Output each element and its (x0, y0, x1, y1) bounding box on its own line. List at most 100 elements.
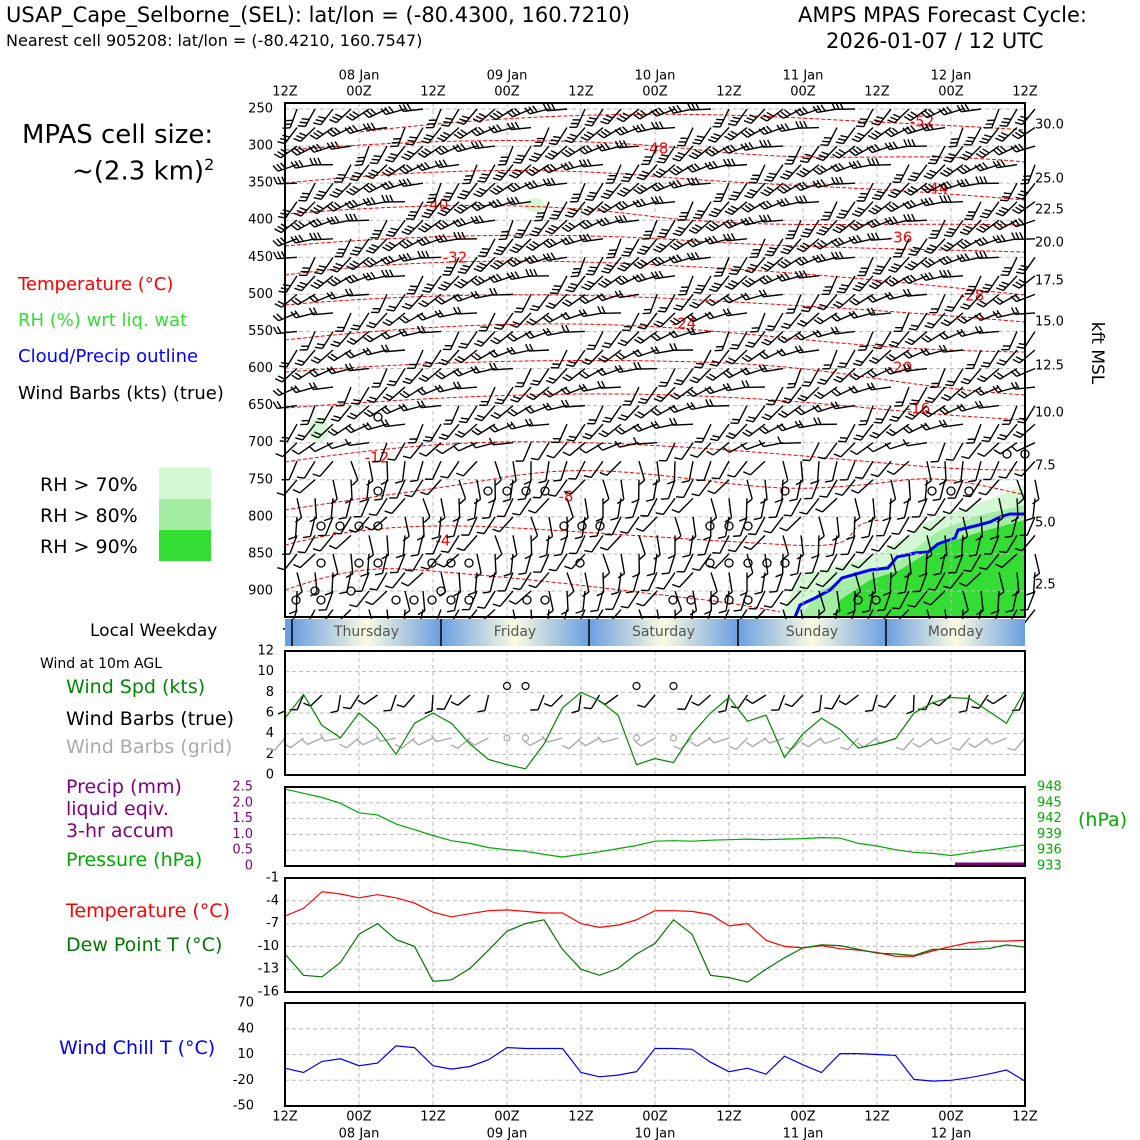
wind-barb-flag (435, 373, 443, 380)
wind-barb-flag (470, 366, 477, 374)
wind-barb-flag (368, 246, 377, 251)
wind-barb-staff (708, 404, 730, 408)
wind-barb-flag (404, 153, 412, 158)
wind-barb-flag (398, 242, 406, 249)
wind-barb-flag (348, 425, 355, 432)
wind-barb-flag (512, 321, 521, 326)
wind-barb (488, 437, 514, 446)
wind-barb-flag (418, 377, 426, 383)
wind-barb-flag (316, 268, 325, 272)
wind-barb-flag (312, 307, 318, 315)
wind-barb-flag (385, 393, 394, 399)
wind-barb-flag (344, 363, 350, 371)
wind-barb (344, 438, 370, 447)
wind-barb-flag (497, 171, 506, 175)
wind-barb-flag (332, 190, 340, 196)
wind-barb-flag (410, 285, 418, 288)
wind-barb-flag (312, 382, 318, 390)
wind-barb-flag (301, 192, 310, 195)
wind-barb (482, 572, 496, 594)
wind-barb-flag (497, 590, 506, 592)
wind-barb (299, 331, 316, 351)
wind-barb-flag (435, 448, 443, 455)
wind-barb-flag (492, 603, 501, 607)
isotherm-line (284, 359, 1026, 396)
wind-barb-flag (493, 287, 498, 296)
wind-barb-flag (474, 427, 482, 434)
wind-barb-flag (470, 441, 477, 449)
wind-barb-flag (401, 156, 409, 161)
wind-barb-flag (402, 240, 410, 247)
weekday-name: Monday (928, 624, 983, 640)
wind-barb-flag (404, 228, 412, 233)
wind-barb-staff (401, 461, 406, 482)
wind-barb-staff (411, 479, 424, 497)
wind-barb (349, 164, 370, 182)
wind-barb-flag (384, 510, 393, 515)
wind-barb-flag (294, 147, 302, 154)
wind-barb-flag (478, 215, 484, 223)
wind-barb (366, 312, 388, 329)
wind-barb (272, 386, 298, 397)
wind-barb (425, 535, 442, 555)
wind-barb-staff (447, 460, 460, 479)
wind-barb-flag (272, 251, 278, 260)
wind-barb-flag (366, 334, 374, 341)
wind-barb (494, 461, 502, 486)
wind-barb (434, 145, 460, 156)
wind-barb-staff (304, 535, 316, 554)
wind-barb-flag (326, 367, 333, 375)
wind-barb-flag (453, 208, 461, 214)
bottom-hour-tick: 00Z (790, 1110, 816, 1125)
wind-barb (507, 405, 532, 417)
wind-barb (365, 238, 388, 254)
wind-barb-flag (516, 382, 525, 384)
wind-barb-flag (398, 254, 404, 262)
bottom-date-tick: 08 Jan (339, 1127, 380, 1140)
forecast-cycle-title: AMPS MPAS Forecast Cycle: (798, 3, 1087, 27)
wind-barb-flag (531, 535, 538, 542)
wind-barb-flag (300, 270, 309, 273)
wind-barb-flag (298, 234, 304, 242)
wind-barb (382, 386, 406, 401)
wind-barb-flag (291, 374, 299, 381)
wind-barb-flag (352, 124, 359, 132)
wind-barb-flag (388, 255, 395, 262)
wind-barb-staff (422, 516, 425, 537)
wind-barb (345, 553, 354, 579)
wind-barb-flag (382, 246, 390, 252)
wind-barb-flag (297, 551, 306, 554)
wind-barb-flag (416, 164, 423, 171)
wind-barb-staff (458, 479, 467, 499)
wind-barb-flag (299, 121, 308, 124)
wind-barb-flag (370, 197, 376, 205)
wind-barb-flag (366, 347, 373, 355)
wind-barb-flag (317, 417, 326, 421)
wind-barb-flag (507, 335, 514, 342)
kft-tick-label: 22.5 (1035, 203, 1064, 218)
wind-barb (474, 405, 496, 422)
wind-barb-flag (318, 265, 327, 268)
wind-barb-flag (380, 183, 387, 190)
wind-barb-flag (492, 112, 500, 119)
wind-barb-flag (308, 221, 315, 228)
bottom-date-tick: 10 Jan (635, 1127, 676, 1140)
wind-barb (400, 571, 424, 587)
wind-barb-staff (420, 256, 442, 259)
wind-barb (434, 159, 460, 169)
wind-barb-flag (276, 388, 283, 395)
wind-barb-staff (476, 553, 482, 574)
wind-barb (398, 328, 424, 337)
wind-barb (473, 256, 496, 273)
wind-barb-flag (456, 144, 463, 151)
wind-barb-flag (335, 177, 344, 180)
wind-barb-staff (412, 553, 424, 572)
wind-barb (344, 349, 370, 359)
wind-barb-flag (445, 266, 454, 269)
top-hour-tick: 00Z (642, 85, 668, 100)
wind-barb-flag (390, 227, 399, 231)
wind-barb-flag (277, 176, 282, 185)
wind-barb (346, 405, 370, 420)
wind-barb-flag (475, 115, 484, 121)
wind-barb-flag (479, 262, 487, 267)
